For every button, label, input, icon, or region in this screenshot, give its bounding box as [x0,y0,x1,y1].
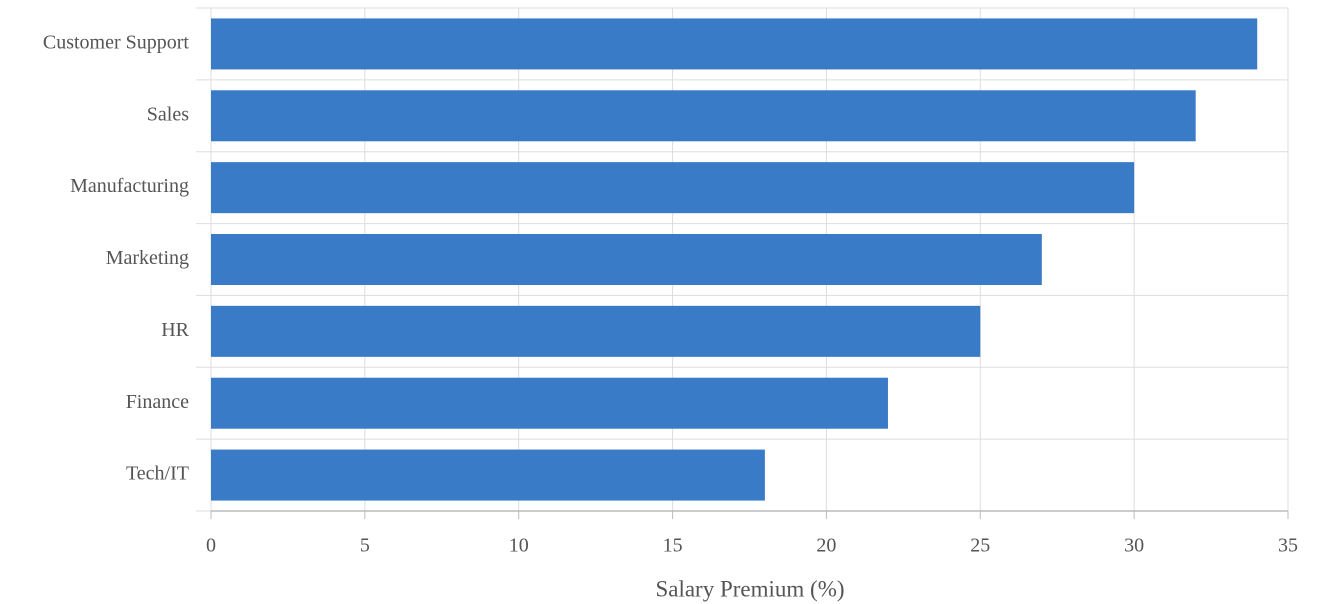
x-tick-label: 15 [663,535,683,557]
x-tick-label: 5 [360,535,370,557]
bar [211,305,981,357]
x-tick-label: 30 [1124,535,1144,557]
y-tick-label: Manufacturing [70,175,189,197]
x-tick-label: 0 [206,535,216,557]
bar [211,449,765,501]
y-tick-label: Finance [126,391,189,413]
bar [211,233,1042,286]
x-tick-label: 10 [509,535,529,557]
bar [211,18,1258,70]
y-tick-label: HR [161,319,189,341]
x-tick-label: 20 [816,535,836,557]
x-axis-title: Salary Premium (%) [655,576,844,601]
x-tick-label: 35 [1278,535,1298,557]
y-tick-label: Sales [147,103,189,125]
bar [211,90,1196,142]
x-tick-label: 25 [970,535,990,557]
y-tick-label: Marketing [106,247,189,269]
bar [211,162,1135,214]
bar [211,377,888,429]
y-tick-label: Customer Support [43,32,190,54]
y-tick-label: Tech/IT [126,463,189,485]
